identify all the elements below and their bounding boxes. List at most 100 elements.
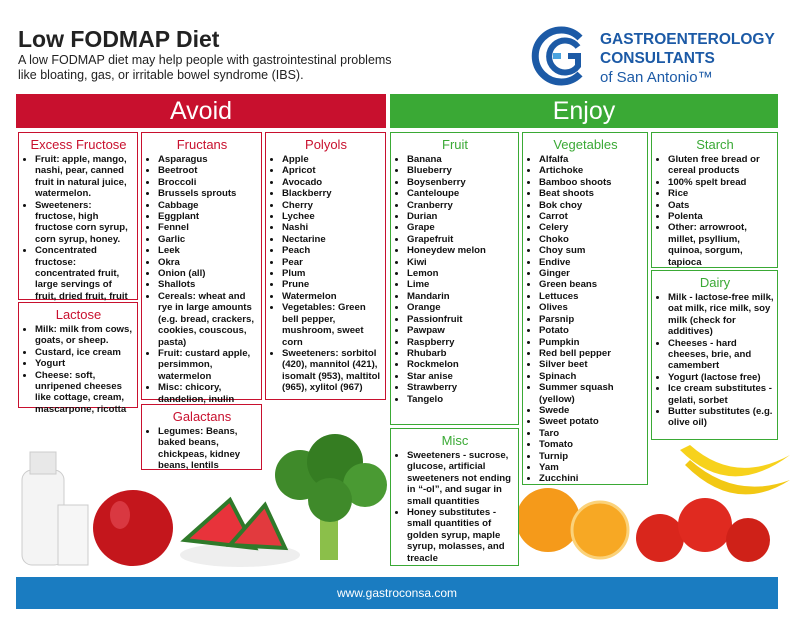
item: Legumes: Beans, baked beans, chickpeas, …	[158, 426, 258, 472]
category-title: Dairy	[699, 275, 731, 290]
logo-line: CONSULTANTS	[600, 50, 715, 67]
item: Polenta	[668, 211, 774, 222]
item: Rhubarb	[407, 348, 515, 359]
tomato	[726, 518, 770, 562]
item: Grape	[407, 222, 515, 233]
item: Milk - lactose-free milk, oat milk, rice…	[668, 292, 774, 338]
category-box: Polyols AppleApricotAvocadoBlackberryCher…	[265, 132, 386, 400]
orange-half	[570, 500, 630, 560]
item: Mandarin	[407, 291, 515, 302]
item: Butter substitutes (e.g. olive oil)	[668, 406, 774, 429]
item: Beetroot	[158, 165, 258, 176]
item: Artichoke	[539, 165, 644, 176]
item: Spinach	[539, 371, 644, 382]
category-box: Starch Gluten free bread or cereal produc…	[651, 132, 778, 268]
footer: www.gastroconsa.com	[16, 577, 778, 609]
item: Rockmelon	[407, 359, 515, 370]
item: Durian	[407, 211, 515, 222]
item: Plum	[282, 268, 382, 279]
item: Cheeses - hard cheeses, brie, and camemb…	[668, 338, 774, 372]
item: Milk: milk from cows, goats, or sheep.	[35, 324, 134, 347]
item-list: Fruit: apple, mango, nashi, pear, canned…	[23, 154, 134, 314]
item: Okra	[158, 257, 258, 268]
subtitle: A low FODMAP diet may help people with g…	[18, 53, 392, 83]
item: Lemon	[407, 268, 515, 279]
item: Yogurt	[35, 358, 134, 369]
item-list: Milk - lactose-free milk, oat milk, rice…	[656, 292, 774, 429]
item: Blackberry	[282, 188, 382, 199]
item: Yam	[539, 462, 644, 473]
item: Sweeteners: fructose, high fructose corn…	[35, 200, 134, 246]
apple-shine	[110, 501, 130, 529]
item: Orange	[407, 302, 515, 313]
item: Red bell pepper	[539, 348, 644, 359]
item-list: Gluten free bread or cereal products100%…	[656, 154, 774, 268]
item: Potato	[539, 325, 644, 336]
title: Low FODMAP Diet	[18, 26, 220, 52]
item: Lettuces	[539, 291, 644, 302]
item: Sweet potato	[539, 416, 644, 427]
item: Avocado	[282, 177, 382, 188]
item: Beat shoots	[539, 188, 644, 199]
item: Broccoli	[158, 177, 258, 188]
subtitle-line: A low FODMAP diet may help people with g…	[18, 53, 392, 67]
category-title: Lactose	[55, 307, 102, 322]
logo-icon	[553, 53, 561, 59]
item: Bok choy	[539, 200, 644, 211]
item-list: AppleApricotAvocadoBlackberryCherryLyche…	[270, 154, 382, 394]
item: Garlic	[158, 234, 258, 245]
item: Choy sum	[539, 245, 644, 256]
item: Alfalfa	[539, 154, 644, 165]
item: Sweeteners - sucrose, glucose, artificia…	[407, 450, 515, 507]
category-box: Excess Fructose Fruit: apple, mango, nash…	[18, 132, 138, 313]
item: Nashi	[282, 222, 382, 233]
item: Cabbage	[158, 200, 258, 211]
subtitle-line: like bloating, gas, or irritable bowel s…	[18, 68, 304, 82]
logo-line: GASTROENTEROLOGY	[600, 31, 775, 48]
item: Taro	[539, 428, 644, 439]
item: Honeydew melon	[407, 245, 515, 256]
item: Brussels sprouts	[158, 188, 258, 199]
banana	[685, 460, 790, 495]
tomato	[678, 498, 732, 552]
item: Cereals: wheat and rye in large amounts …	[158, 291, 258, 348]
apple	[93, 490, 173, 566]
item: Kiwi	[407, 257, 515, 268]
item: Lychee	[282, 211, 382, 222]
tomato	[636, 514, 684, 562]
item: Parsnip	[539, 314, 644, 325]
item: Watermelon	[282, 291, 382, 302]
item: Boysenberry	[407, 177, 515, 188]
orange	[516, 488, 580, 552]
enjoy-banner: Enjoy	[390, 94, 778, 128]
banana	[680, 445, 790, 477]
avoid-banner: Avoid	[16, 94, 386, 128]
item: Apricot	[282, 165, 382, 176]
item: Raspberry	[407, 337, 515, 348]
logo-icon	[531, 26, 583, 86]
item: Tangelo	[407, 394, 515, 405]
item-list: BananaBlueberryBoysenberryCanteloupeCran…	[395, 154, 515, 405]
logo-text: GASTROENTEROLOGY CONSULTANTS of San Anto…	[600, 30, 775, 87]
item: Celery	[539, 222, 644, 233]
category-title: Galactans	[172, 409, 232, 424]
category-box: Lactose Milk: milk from cows, goats, or s…	[18, 302, 138, 415]
item: Banana	[407, 154, 515, 165]
item: Canteloupe	[407, 188, 515, 199]
item: Leek	[158, 245, 258, 256]
watermelon-slice	[225, 501, 289, 551]
item: Cherry	[282, 200, 382, 211]
category-box: Galactans Legumes: Beans, baked beans, ch…	[141, 404, 262, 472]
item: Honey substitutes - small quantities of …	[407, 507, 515, 564]
item: Green beans	[539, 279, 644, 290]
item: Zucchini	[539, 473, 644, 484]
item: Star anise	[407, 371, 515, 382]
item-list: Legumes: Beans, baked beans, chickpeas, …	[146, 426, 258, 472]
broccoli	[343, 463, 387, 507]
item: Prune	[282, 279, 382, 290]
item: Gluten free bread or cereal products	[668, 154, 774, 177]
item: Pawpaw	[407, 325, 515, 336]
category-title: Fruit	[442, 137, 468, 152]
item: Peach	[282, 245, 382, 256]
